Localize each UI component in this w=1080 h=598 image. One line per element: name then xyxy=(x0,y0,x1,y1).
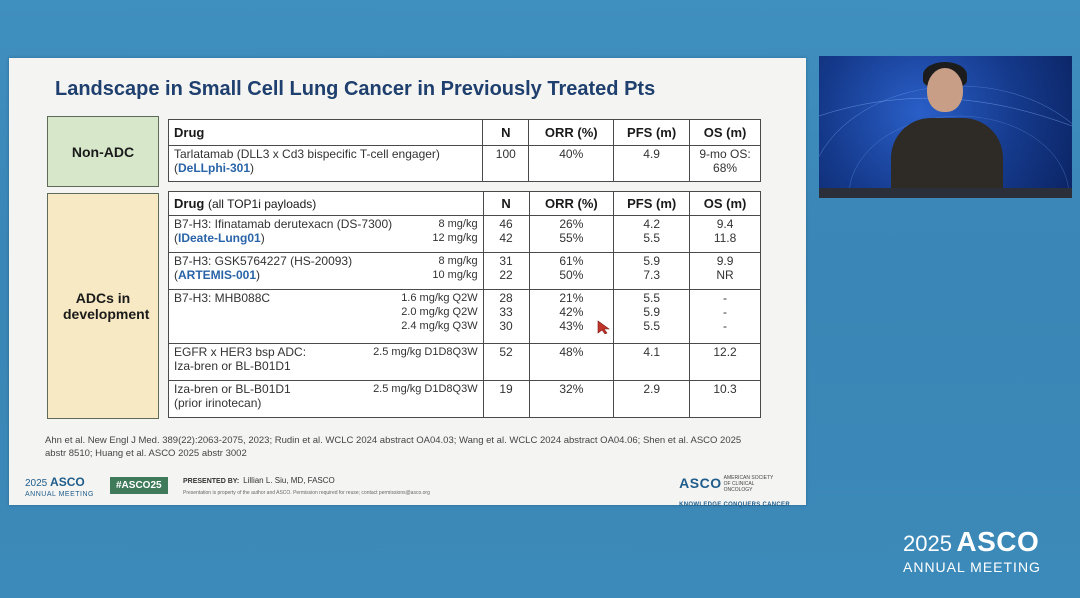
adc-table: Drug (all TOP1i payloads) N ORR (%) PFS … xyxy=(168,191,761,418)
drug-note: (prior irinotecan) xyxy=(174,396,262,410)
pfs-cell: 5.9 7.3 xyxy=(613,252,691,290)
asco-annual-meeting-logo: 2025 ASCO ANNUAL MEETING xyxy=(25,475,94,498)
header-os: OS (m) xyxy=(689,191,761,216)
os-line: 68% xyxy=(713,161,738,175)
pfs-cell: 4.9 xyxy=(613,145,691,182)
drug-name: EGFR x HER3 bsp ADC: xyxy=(174,345,307,359)
presentation-slide: Landscape in Small Cell Lung Cancer in P… xyxy=(9,58,806,508)
non-adc-label: Non-ADC xyxy=(47,116,159,187)
cursor-arrow-icon xyxy=(597,320,610,334)
trial-name: IDeate-Lung01 xyxy=(178,231,261,245)
n-cell: 100 xyxy=(482,145,530,182)
orr-cell: 32% xyxy=(528,380,615,418)
n-cell: 31 22 xyxy=(482,252,530,290)
drug-name: Iza-bren or BL-B01D1 xyxy=(174,382,291,396)
drug-cell: B7-H3: GSK5764227 (HS-20093) 8 mg/kg (ART… xyxy=(168,252,484,290)
os-cell: 12.2 xyxy=(689,343,761,381)
header-n: N xyxy=(482,191,530,216)
drug-name: B7-H3: MHB088C xyxy=(174,291,271,305)
n-cell: 52 xyxy=(482,343,530,381)
os-cell: 9.4 11.8 xyxy=(689,215,761,253)
slide-title: Landscape in Small Cell Lung Cancer in P… xyxy=(55,78,656,100)
speaker-head xyxy=(927,68,963,112)
dose: 1.6 mg/kg Q2W xyxy=(401,292,478,304)
dose: 8 mg/kg xyxy=(438,255,478,267)
table-header-row: Drug (all TOP1i payloads) N ORR (%) PFS … xyxy=(168,191,761,216)
podium xyxy=(819,188,1072,198)
non-adc-table: Drug N ORR (%) PFS (m) OS (m) Tarlatamab… xyxy=(167,119,761,182)
dose: 8 mg/kg xyxy=(438,218,478,230)
header-drug: Drug xyxy=(167,119,484,146)
os-cell: --- xyxy=(689,289,761,344)
orr-cell: 21% 42% 43% xyxy=(528,289,615,344)
header-orr: ORR (%) xyxy=(528,119,615,146)
n-cell: 46 42 xyxy=(482,215,530,253)
drug-cell: B7-H3: MHB088C 1.6 mg/kg Q2W 2.0 mg/kg Q2… xyxy=(168,289,484,344)
drug-name: B7-H3: GSK5764227 (HS-20093) xyxy=(174,254,353,268)
table-header-row: Drug N ORR (%) PFS (m) OS (m) xyxy=(167,119,761,146)
references: Ahn et al. New Engl J Med. 389(22):2063-… xyxy=(45,435,742,459)
os-cell: 10.3 xyxy=(689,380,761,418)
n-cell: 28 33 30 xyxy=(482,289,530,344)
os-cell: 9-mo OS: 68% xyxy=(689,145,761,182)
dose: 10 mg/kg xyxy=(432,269,478,281)
header-pfs: PFS (m) xyxy=(613,119,691,146)
drug-name: Iza-bren or BL-B01D1 xyxy=(174,359,291,373)
asco-society-logo: ASCO AMERICAN SOCIETY OF CLINICAL ONCOLOG… xyxy=(679,475,790,508)
speaker-video xyxy=(819,56,1072,198)
dose: 12 mg/kg xyxy=(432,232,478,244)
drug-cell: Tarlatamab (DLL3 x Cd3 bispecific T-cell… xyxy=(167,145,484,182)
table-row: B7-H3: Ifinatamab derutexacn (DS-7300) 8 … xyxy=(168,215,761,253)
non-adc-text: Non-ADC xyxy=(71,143,135,160)
pfs-cell: 4.2 5.5 xyxy=(613,215,691,253)
copyright-note: Presentation is property of the author a… xyxy=(183,490,430,496)
pfs-cell: 5.5 5.9 5.5 xyxy=(613,289,691,344)
n-cell: 19 xyxy=(482,380,530,418)
orr-cell: 48% xyxy=(528,343,615,381)
header-drug-note: (all TOP1i payloads) xyxy=(207,196,317,211)
os-cell: 9.9 NR xyxy=(689,252,761,290)
drug-name: B7-H3: Ifinatamab derutexacn (DS-7300) xyxy=(174,217,393,231)
table-row: B7-H3: MHB088C 1.6 mg/kg Q2W 2.0 mg/kg Q2… xyxy=(168,289,761,344)
dose: 2.0 mg/kg Q2W xyxy=(401,306,478,318)
drug-name: Tarlatamab (DLL3 x Cd3 bispecific T-cell… xyxy=(174,147,440,161)
orr-cell: 61% 50% xyxy=(528,252,615,290)
speaker-body xyxy=(891,118,1003,194)
dose: 2.5 mg/kg D1D8Q3W xyxy=(373,346,478,358)
adc-label: ADCs in development xyxy=(47,193,159,419)
header-drug: Drug (all TOP1i payloads) xyxy=(168,191,484,216)
drug-cell: EGFR x HER3 bsp ADC: 2.5 mg/kg D1D8Q3W Iz… xyxy=(168,343,484,381)
header-drug-label: Drug xyxy=(174,195,205,211)
table-row: EGFR x HER3 bsp ADC: 2.5 mg/kg D1D8Q3W Iz… xyxy=(168,343,761,381)
table-row: B7-H3: GSK5764227 (HS-20093) 8 mg/kg (ART… xyxy=(168,252,761,290)
orr-cell: 40% xyxy=(528,145,615,182)
table-row: Tarlatamab (DLL3 x Cd3 bispecific T-cell… xyxy=(167,145,761,182)
header-pfs: PFS (m) xyxy=(613,191,691,216)
trial-name: DeLLphi-301 xyxy=(178,161,251,175)
os-line: 9-mo OS: xyxy=(699,147,751,161)
header-orr: ORR (%) xyxy=(528,191,615,216)
table-row: Iza-bren or BL-B01D1 2.5 mg/kg D1D8Q3W (p… xyxy=(168,380,761,418)
pfs-cell: 4.1 xyxy=(613,343,691,381)
header-n: N xyxy=(482,119,530,146)
orr-cell: 26% 55% xyxy=(528,215,615,253)
presenter: PRESENTED BY: Lillian L. Siu, MD, FASCO xyxy=(183,476,335,485)
adc-text: ADCs in development xyxy=(63,290,150,322)
dose: 2.4 mg/kg Q3W xyxy=(401,320,478,332)
trial-name: ARTEMIS-001 xyxy=(178,268,257,282)
header-os: OS (m) xyxy=(689,119,761,146)
slide-footer: 2025 ASCO ANNUAL MEETING #ASCO25 PRESENT… xyxy=(9,472,806,508)
asco-brand-watermark: 2025 ASCO ANNUAL MEETING xyxy=(903,526,1041,576)
pfs-cell: 2.9 xyxy=(613,380,691,418)
hashtag-badge: #ASCO25 xyxy=(110,477,168,494)
drug-cell: Iza-bren or BL-B01D1 2.5 mg/kg D1D8Q3W (p… xyxy=(168,380,484,418)
drug-cell: B7-H3: Ifinatamab derutexacn (DS-7300) 8 … xyxy=(168,215,484,253)
dose: 2.5 mg/kg D1D8Q3W xyxy=(373,383,478,395)
